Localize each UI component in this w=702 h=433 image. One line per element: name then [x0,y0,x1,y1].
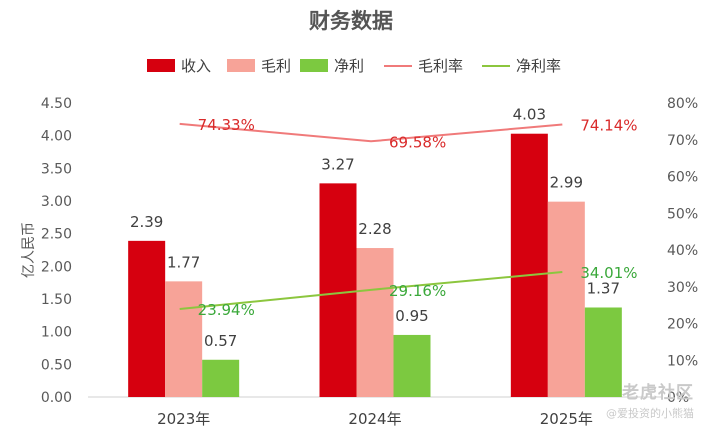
bar-收入-2023年 [128,240,166,397]
y2-tick-label: 0% [667,390,689,406]
x-tick-label: 2024年 [348,410,401,428]
y2-tick-label: 30% [667,280,698,296]
legend-label: 净利率 [516,57,561,75]
bar-净利-2023年 [202,359,240,397]
y2-tick-label: 70% [667,133,698,149]
y-tick-label: 0.00 [41,390,72,406]
bar-data-label: 0.95 [395,307,428,325]
legend-swatch [227,59,255,72]
legend-label: 净利 [334,57,364,75]
x-tick-label: 2023年 [157,410,210,428]
y-tick-label: 3.00 [41,194,72,210]
bar-毛利-2024年 [356,248,394,397]
watermark-author: @爱投资的小熊猫 [606,407,694,420]
bar-收入-2025年 [510,133,548,397]
y2-tick-label: 40% [667,243,698,259]
bar-data-label: 2.39 [130,213,163,231]
y-tick-label: 1.50 [41,292,72,308]
y-tick-label: 0.50 [41,357,72,373]
line-净利率 [179,271,563,311]
bar-data-label: 0.57 [204,332,237,350]
y2-tick-label: 50% [667,206,698,222]
line-data-label: 23.94% [198,301,255,319]
line-data-label: 74.14% [580,117,637,135]
watermark: 老虎社区 @爱投资的小熊猫 [606,378,694,421]
bar-data-label: 3.27 [321,155,354,173]
line-data-label: 74.33% [198,116,255,134]
bar-毛利-2025年 [547,201,585,397]
y-tick-label: 1.00 [41,325,72,341]
line-毛利率 [179,122,563,143]
y2-tick-label: 60% [667,170,698,186]
bar-净利-2024年 [393,334,431,397]
bar-净利-2025年 [584,307,622,397]
legend-label: 毛利 [261,57,291,75]
y-tick-label: 3.50 [41,161,72,177]
bar-data-label: 4.03 [513,106,546,124]
line-data-label: 69.58% [389,133,446,151]
legend-label: 收入 [181,57,211,75]
chart-title: 财务数据 [309,9,393,33]
legend-label: 毛利率 [418,57,463,75]
x-tick-label: 2025年 [540,410,593,428]
bar-data-label: 2.99 [550,174,583,192]
legend-swatch [300,59,328,72]
line-data-label: 29.16% [389,282,446,300]
y-axis-label: 亿人民币 [21,222,37,278]
y2-tick-label: 80% [667,96,698,112]
y-tick-label: 2.50 [41,227,72,243]
y-tick-label: 4.00 [41,129,72,145]
y2-tick-label: 20% [667,317,698,333]
y2-tick-label: 10% [667,353,698,369]
legend-swatch [147,59,175,72]
bar-毛利-2023年 [165,281,203,397]
bar-data-label: 2.28 [358,220,391,238]
watermark-brand: 老虎社区 [622,383,694,403]
line-data-label: 34.01% [580,264,637,282]
y-tick-label: 2.00 [41,259,72,275]
bar-data-label: 1.37 [587,279,620,297]
y-tick-label: 4.50 [41,96,72,112]
bar-收入-2024年 [319,183,357,397]
bar-data-label: 1.77 [167,253,200,271]
